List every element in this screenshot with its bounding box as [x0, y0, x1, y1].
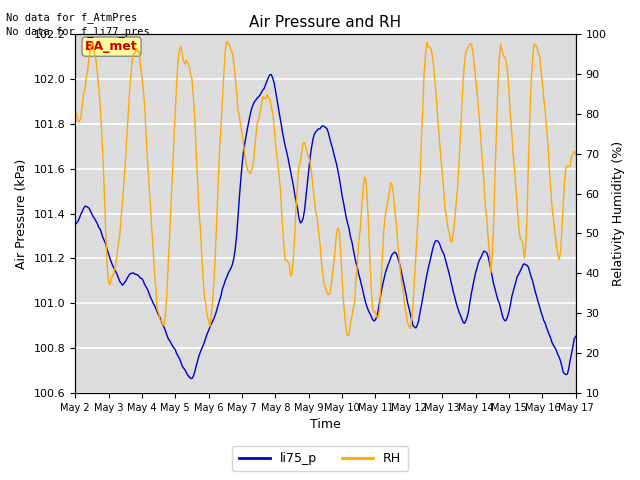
X-axis label: Time: Time — [310, 419, 341, 432]
Text: No data for f_AtmPres: No data for f_AtmPres — [6, 12, 138, 23]
Text: No data for f_li77_pres: No data for f_li77_pres — [6, 26, 150, 37]
Y-axis label: Air Pressure (kPa): Air Pressure (kPa) — [15, 158, 28, 269]
Title: Air Pressure and RH: Air Pressure and RH — [250, 15, 401, 30]
Legend: li75_p, RH: li75_p, RH — [232, 446, 408, 471]
Text: BA_met: BA_met — [85, 40, 138, 53]
Y-axis label: Relativity Humidity (%): Relativity Humidity (%) — [612, 141, 625, 286]
